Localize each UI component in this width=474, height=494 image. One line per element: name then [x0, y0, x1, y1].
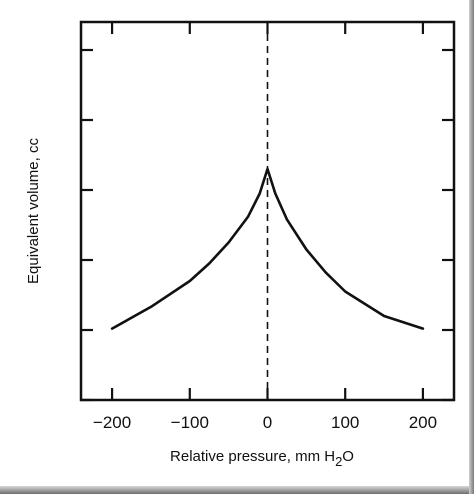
plot-area: [79, 20, 456, 402]
x-tick-label-3: 100: [331, 413, 359, 432]
x-tick-label-1: −100: [171, 413, 209, 432]
window-bottom-edge: [0, 486, 474, 494]
x-tick-label-2: 0: [263, 413, 272, 432]
series-group: [110, 167, 425, 330]
x-axis-label: Relative pressure, mm H2O: [170, 448, 354, 469]
x-axis-label-subscript: 2: [335, 454, 342, 469]
x-tick-labels: −200 −100 0 100 200: [93, 413, 437, 432]
plot-frame: [79, 20, 456, 402]
x-tick-label-0: −200: [93, 413, 131, 432]
axis-ticks: [81, 22, 454, 402]
x-axis-label-suffix: O: [342, 448, 354, 465]
window-right-edge: [469, 0, 474, 494]
y-axis-label: Equivalent volume, cc: [25, 138, 42, 284]
x-axis-label-main: Relative pressure, mm H: [170, 448, 335, 465]
x-tick-label-4: 200: [409, 413, 437, 432]
series-line-0: [110, 167, 425, 330]
